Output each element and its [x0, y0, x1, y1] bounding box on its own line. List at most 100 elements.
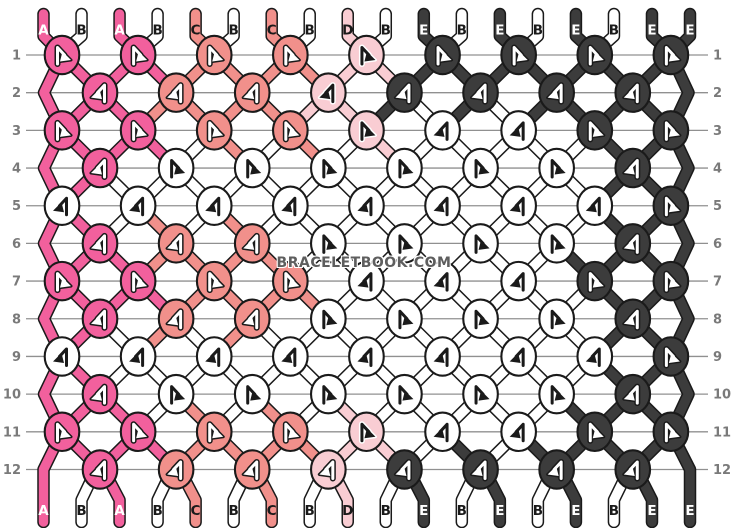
backward-knot-arrow-icon	[432, 119, 451, 143]
forward-knot-arrow-icon	[473, 232, 492, 256]
bottom-strand-stub-B	[457, 473, 478, 527]
strand-label-top-5: C	[191, 23, 201, 39]
backward-knot-arrow-icon	[355, 345, 374, 369]
bottom-strand-stub-E	[483, 473, 505, 527]
strand-label-top-11: E	[419, 23, 428, 39]
backward-knot-arrow-icon	[165, 82, 184, 105]
backward-knot-arrow-icon	[584, 345, 603, 369]
backward-knot-arrow-icon	[470, 458, 489, 482]
strand-label-top-6: B	[229, 23, 239, 39]
backward-knot-arrow-icon	[203, 195, 222, 218]
backward-knot-arrow-icon	[241, 458, 260, 482]
backward-knot-arrow-icon	[355, 195, 374, 218]
forward-knot-arrow-icon	[244, 383, 263, 407]
backward-knot-arrow-icon	[432, 421, 451, 444]
row-number-right-6: 6	[713, 237, 722, 252]
backward-knot-arrow-icon	[51, 345, 70, 369]
backward-knot-arrow-icon	[622, 458, 641, 482]
backward-knot-arrow-icon	[127, 345, 146, 369]
forward-knot-arrow-icon	[206, 119, 225, 143]
backward-knot-arrow-icon	[89, 308, 108, 331]
strand-label-bottom-2: B	[76, 503, 86, 519]
strand-label-top-3: A	[114, 23, 125, 39]
bottom-strand-stub-B	[76, 473, 97, 527]
forward-knot-arrow-icon	[206, 421, 225, 444]
backward-knot-arrow-icon	[317, 82, 336, 105]
backward-knot-arrow-icon	[470, 82, 489, 105]
forward-knot-arrow-icon	[320, 232, 339, 256]
strand-label-bottom-8: B	[305, 503, 315, 519]
forward-knot-arrow-icon	[206, 44, 225, 67]
backward-knot-arrow-icon	[165, 458, 184, 482]
backward-knot-arrow-icon	[279, 345, 298, 369]
row-number-left-11: 11	[3, 425, 21, 440]
strand-label-bottom-9: D	[342, 503, 353, 519]
bottom-strand-stub-B	[609, 473, 630, 527]
row-number-right-2: 2	[713, 86, 722, 101]
row-number-left-12: 12	[3, 463, 21, 478]
row-number-left-7: 7	[12, 275, 21, 290]
backward-knot-arrow-icon	[622, 157, 641, 181]
forward-knot-arrow-icon	[663, 119, 682, 143]
forward-knot-arrow-icon	[549, 157, 568, 181]
forward-knot-arrow-icon	[320, 157, 339, 181]
strand-label-top-9: D	[342, 23, 353, 39]
row-number-right-3: 3	[713, 124, 722, 139]
strand-label-bottom-16: B	[609, 503, 619, 519]
row-number-left-1: 1	[12, 49, 21, 64]
strand-label-top-14: B	[533, 23, 543, 39]
backward-knot-arrow-icon	[317, 458, 336, 482]
forward-knot-arrow-icon	[282, 421, 301, 444]
strand-label-top-18: E	[685, 23, 694, 39]
strand-label-bottom-15: E	[571, 503, 580, 519]
forward-knot-arrow-icon	[168, 157, 187, 181]
forward-knot-arrow-icon	[168, 383, 187, 407]
backward-knot-arrow-icon	[584, 195, 603, 218]
row-number-right-1: 1	[713, 49, 722, 64]
forward-knot-arrow-icon	[663, 345, 682, 369]
row-number-right-7: 7	[713, 275, 722, 290]
row-number-left-4: 4	[12, 162, 21, 177]
backward-knot-arrow-icon	[89, 458, 108, 482]
row-number-left-3: 3	[12, 124, 21, 139]
forward-knot-arrow-icon	[54, 119, 73, 143]
backward-knot-arrow-icon	[622, 82, 641, 105]
strand-label-top-7: C	[267, 23, 277, 39]
bottom-strand-stub-E	[407, 473, 429, 527]
bottom-strand-stub-B	[381, 473, 402, 527]
forward-knot-arrow-icon	[358, 44, 377, 67]
backward-knot-arrow-icon	[546, 458, 565, 482]
backward-knot-arrow-icon	[508, 345, 527, 369]
backward-knot-arrow-icon	[89, 82, 108, 105]
backward-knot-arrow-icon	[203, 345, 222, 369]
forward-knot-arrow-icon	[54, 421, 73, 444]
row-number-left-6: 6	[12, 237, 21, 252]
bottom-strand-stub-C	[255, 473, 277, 527]
forward-knot-arrow-icon	[473, 383, 492, 407]
backward-knot-arrow-icon	[508, 119, 527, 143]
forward-knot-arrow-icon	[587, 421, 606, 444]
backward-knot-arrow-icon	[508, 421, 527, 444]
backward-knot-arrow-icon	[546, 82, 565, 105]
backward-knot-arrow-icon	[89, 383, 108, 407]
forward-knot-arrow-icon	[549, 308, 568, 331]
row-number-right-4: 4	[713, 162, 722, 177]
forward-knot-arrow-icon	[663, 421, 682, 444]
forward-knot-arrow-icon	[244, 157, 263, 181]
backward-knot-arrow-icon	[241, 82, 260, 105]
forward-knot-arrow-icon	[320, 383, 339, 407]
strand-label-top-15: E	[571, 23, 580, 39]
backward-knot-arrow-icon	[508, 195, 527, 218]
strand-label-bottom-6: B	[229, 503, 239, 519]
backward-knot-arrow-icon	[393, 458, 412, 482]
forward-knot-arrow-icon	[206, 270, 225, 294]
forward-knot-arrow-icon	[358, 119, 377, 143]
strand-label-top-2: B	[76, 23, 86, 39]
bottom-strand-stub-D	[331, 473, 353, 527]
forward-knot-arrow-icon	[396, 157, 415, 181]
strand-label-bottom-17: E	[647, 503, 656, 519]
strand-label-top-17: E	[647, 23, 656, 39]
row-number-right-5: 5	[713, 199, 722, 214]
forward-knot-arrow-icon	[130, 421, 149, 444]
forward-knot-arrow-icon	[587, 119, 606, 143]
